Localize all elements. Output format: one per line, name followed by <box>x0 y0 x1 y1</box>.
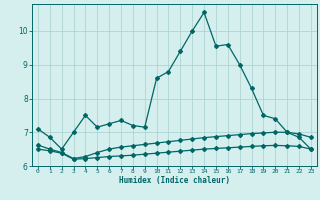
X-axis label: Humidex (Indice chaleur): Humidex (Indice chaleur) <box>119 176 230 185</box>
